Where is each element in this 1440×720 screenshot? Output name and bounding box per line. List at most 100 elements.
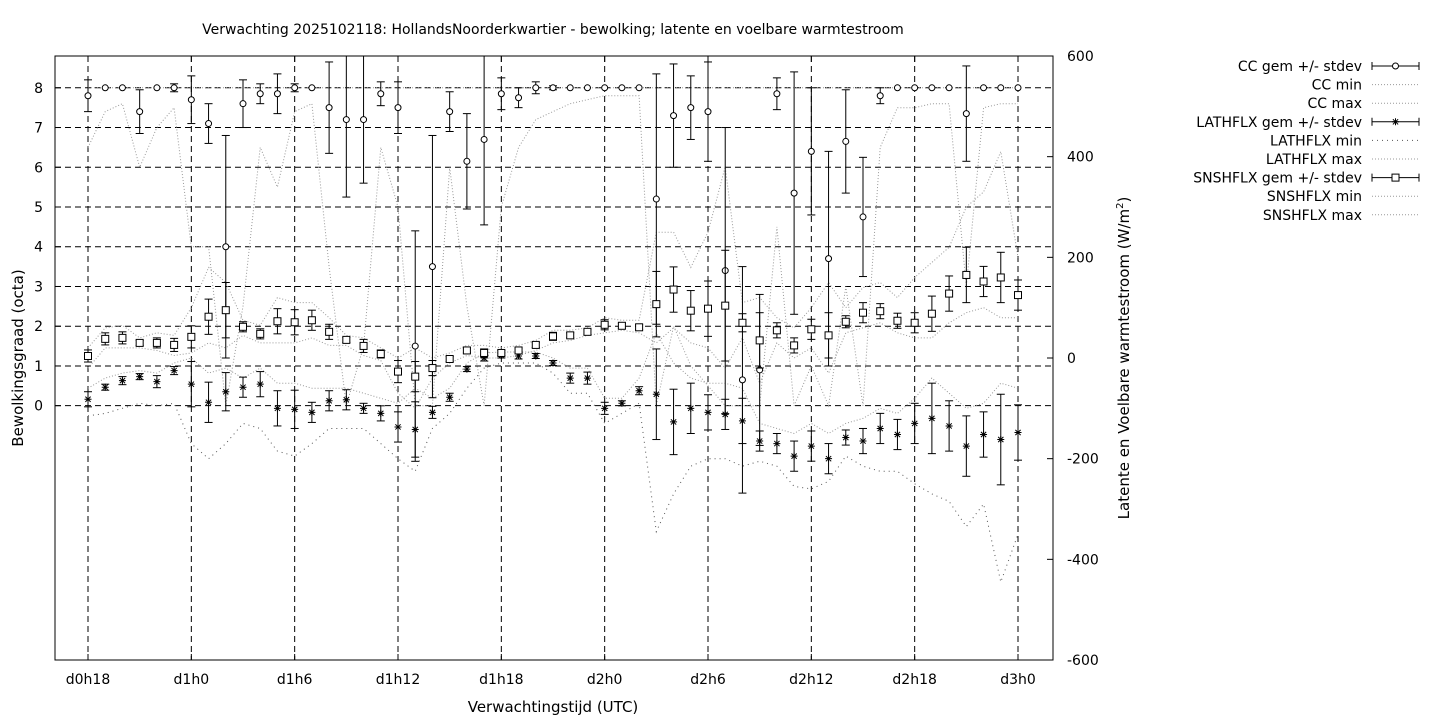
data-point: [686, 306, 695, 315]
data-point: [84, 92, 92, 100]
data-point: [566, 84, 574, 92]
legend-item: CC min: [1312, 78, 1419, 94]
x-axis-label: Verwachtingstijd (UTC): [468, 698, 639, 716]
y2-tick-label: -400: [1067, 552, 1099, 568]
data-point: [738, 318, 747, 327]
data-point: [652, 390, 660, 398]
series-line: [87, 149, 1019, 359]
data-point: [411, 342, 419, 350]
legend-marker: [1392, 118, 1399, 126]
data-point: [101, 383, 109, 391]
data-point: [394, 367, 402, 376]
line-series-snshflx-min: [87, 307, 1018, 410]
data-point: [239, 383, 247, 391]
data-point: [256, 380, 264, 388]
data-point: [687, 404, 695, 412]
data-point: [652, 195, 660, 203]
y-tick-label: 0: [34, 399, 43, 415]
data-point: [462, 346, 471, 355]
data-point: [136, 108, 144, 116]
legend-item: SNSHFLX max: [1263, 208, 1419, 224]
data-point: [755, 336, 764, 345]
data-point: [273, 90, 281, 98]
x-tick-label: d2h12: [789, 672, 833, 688]
data-point: [531, 340, 540, 349]
x-tick-label: d1h0: [174, 672, 210, 688]
data-point: [118, 333, 127, 342]
data-point: [807, 442, 815, 450]
line-series-lathflx-min: [87, 362, 1019, 584]
y2-axis-label-main: Latente en Voelbare warmtestroom (W/m: [1115, 209, 1133, 519]
data-point: [962, 442, 970, 450]
data-point: [738, 376, 746, 384]
data-point: [170, 340, 179, 349]
y-axis-label: Bewolkingsgraad (octa): [9, 269, 27, 446]
line-series-snshflx-max: [87, 149, 1019, 359]
data-point: [221, 306, 230, 315]
series-layer: [84, 55, 1022, 584]
data-point: [291, 405, 299, 413]
data-point: [962, 110, 970, 118]
legend-label: LATHFLX max: [1266, 152, 1362, 168]
data-point: [893, 316, 902, 325]
data-point: [153, 84, 161, 92]
series-line: [87, 95, 1018, 408]
data-point: [635, 323, 644, 332]
data-point: [670, 112, 678, 120]
data-point: [618, 399, 626, 407]
x-tick-label: d2h18: [892, 672, 936, 688]
x-tick-label: d2h6: [690, 672, 726, 688]
legend-label: CC gem +/- stdev: [1238, 59, 1362, 75]
data-point: [738, 417, 746, 425]
data-point: [325, 104, 333, 112]
data-point: [428, 263, 436, 271]
data-point: [790, 452, 798, 460]
data-point: [617, 321, 626, 330]
data-point: [549, 84, 557, 92]
data-point: [996, 273, 1005, 282]
legend-label: CC min: [1312, 78, 1362, 94]
data-point: [997, 436, 1005, 444]
y2-tick-label: -200: [1067, 452, 1099, 468]
data-point: [222, 243, 230, 251]
data-point: [360, 404, 368, 412]
data-point: [377, 409, 385, 417]
data-point: [308, 408, 316, 416]
data-point: [342, 116, 350, 124]
data-point: [583, 84, 591, 92]
data-point: [273, 317, 282, 326]
legend-item: LATHFLX max: [1266, 152, 1419, 168]
data-point: [256, 329, 265, 338]
data-point: [118, 84, 126, 92]
data-point: [205, 120, 213, 128]
data-point: [1014, 428, 1022, 436]
data-point: [290, 318, 299, 327]
data-point: [824, 331, 833, 340]
data-point: [342, 396, 350, 404]
data-point: [239, 100, 247, 108]
data-point: [1014, 84, 1022, 92]
legend-label: LATHFLX gem +/- stdev: [1196, 115, 1362, 131]
y2-axis-label-end: ): [1115, 197, 1133, 203]
data-point: [773, 440, 781, 448]
data-point: [549, 359, 557, 367]
data-point: [876, 424, 884, 432]
data-point: [394, 104, 402, 112]
data-point: [583, 327, 592, 336]
data-point: [652, 300, 661, 309]
data-point: [618, 84, 626, 92]
y-tick-label: 7: [34, 121, 43, 137]
data-point: [756, 437, 764, 445]
data-point: [910, 318, 919, 327]
data-point: [532, 84, 540, 92]
data-point: [842, 434, 850, 442]
data-point: [428, 364, 437, 373]
data-point: [601, 84, 609, 92]
series-line: [87, 331, 1019, 435]
x-tick-label: d0h18: [66, 672, 110, 688]
data-point: [1014, 291, 1022, 300]
data-point: [222, 388, 230, 396]
y2-tick-label: 0: [1067, 351, 1076, 367]
x-tick-label: d1h12: [376, 672, 420, 688]
data-point: [446, 393, 454, 401]
